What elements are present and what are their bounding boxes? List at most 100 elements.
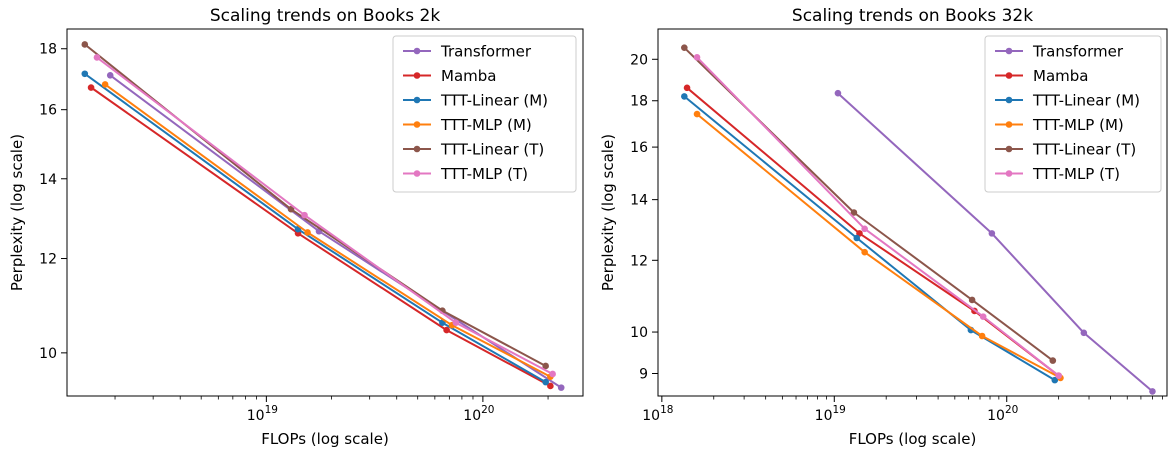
y-tick-label: 10 xyxy=(39,346,57,362)
x-axis-label: FLOPs (log scale) xyxy=(849,430,977,448)
legend-swatch-marker xyxy=(413,121,421,128)
legend-swatch-marker xyxy=(1005,72,1013,79)
data-point xyxy=(542,362,549,370)
legend-swatch-marker xyxy=(1005,47,1013,55)
y-axis-label: Perplexity (log scale) xyxy=(8,134,26,291)
x-tick-base: 10 xyxy=(815,408,833,424)
chart-panel-1: Scaling trends on Books 2k FLOPs (log sca… xyxy=(8,6,584,448)
legend: Transformer Mamba TTT-Linear (M) TTT-MLP (M… xyxy=(984,35,1162,193)
data-point xyxy=(287,205,295,213)
data-point xyxy=(304,229,311,236)
data-point xyxy=(968,296,976,304)
plot-frame xyxy=(657,28,1168,397)
series-line-3 xyxy=(84,72,547,383)
y-tick-label: 14 xyxy=(630,193,648,209)
data-point xyxy=(87,84,95,91)
data-point xyxy=(542,378,549,386)
series-line-6 xyxy=(696,56,1060,377)
legend-entry: TTT-MLP (T) xyxy=(440,165,528,183)
legend-entry: TTT-MLP (M) xyxy=(440,116,532,134)
legend-swatch-marker xyxy=(1005,170,1013,177)
x-tick-exponent: 18 xyxy=(660,404,673,416)
y-tick-label: 14 xyxy=(39,172,57,188)
data-point xyxy=(693,54,701,61)
data-point xyxy=(93,54,101,61)
data-point xyxy=(101,81,109,88)
x-tick-exponent: 20 xyxy=(481,404,494,416)
data-point xyxy=(979,313,987,320)
series-line-3 xyxy=(683,95,1056,381)
data-point xyxy=(861,248,868,256)
data-point xyxy=(1049,357,1057,364)
data-point xyxy=(1055,372,1062,379)
series-line-4 xyxy=(696,113,1061,379)
legend-swatch-marker xyxy=(413,72,421,79)
data-point xyxy=(988,230,996,237)
legend-swatch-marker xyxy=(413,145,421,153)
legend-entry: TTT-MLP (M) xyxy=(1032,116,1124,134)
data-point xyxy=(693,110,701,118)
legend-entry: Mamba xyxy=(441,67,496,85)
x-tick-base: 10 xyxy=(247,408,265,424)
data-point xyxy=(853,234,861,242)
legend-entry: TTT-Linear (M) xyxy=(440,92,548,110)
legend: Transformer Mamba TTT-Linear (M) TTT-MLP (M… xyxy=(392,35,577,193)
data-point xyxy=(452,319,460,327)
x-tick-label: 1019 xyxy=(247,404,278,424)
y-tick-label: 16 xyxy=(630,140,648,156)
x-tick-base: 10 xyxy=(642,408,660,424)
chart-panel-2: Scaling trends on Books 32k FLOPs (log sc… xyxy=(599,6,1168,448)
data-point xyxy=(834,89,842,97)
x-tick-label: 1018 xyxy=(642,404,673,424)
data-point xyxy=(861,225,868,233)
data-point xyxy=(106,71,114,79)
x-tick-label: 1020 xyxy=(987,404,1018,424)
legend-swatch-marker xyxy=(413,96,421,104)
x-tick-base: 10 xyxy=(463,408,481,424)
y-tick-label: 16 xyxy=(39,103,57,119)
legend-entry: Transformer xyxy=(1032,43,1124,61)
x-tick-label: 1019 xyxy=(815,404,846,424)
legend-box xyxy=(984,35,1162,193)
legend-box xyxy=(392,35,577,193)
data-point xyxy=(549,370,556,378)
y-tick-label: 18 xyxy=(39,42,57,58)
y-tick-label: 10 xyxy=(630,325,648,341)
series-line-4 xyxy=(104,83,551,378)
y-tick-label: 18 xyxy=(630,94,648,110)
y-tick-label: 20 xyxy=(630,52,648,68)
data-point xyxy=(681,44,688,51)
x-tick-exponent: 19 xyxy=(265,404,278,416)
data-point xyxy=(443,326,450,334)
plot-frame xyxy=(66,28,584,397)
legend-entry: TTT-Linear (T) xyxy=(440,141,544,159)
x-tick-label: 1020 xyxy=(463,404,494,424)
y-tick-label: 12 xyxy=(630,253,648,269)
x-tick-exponent: 20 xyxy=(1005,404,1018,416)
legend-entry: TTT-MLP (T) xyxy=(1032,165,1120,183)
series-line-2 xyxy=(90,86,551,387)
legend-swatch-marker xyxy=(1005,121,1013,128)
legend-swatch-marker xyxy=(1005,96,1013,104)
chart-title: Scaling trends on Books 2k xyxy=(210,6,441,26)
legend-entry: Transformer xyxy=(440,43,532,61)
x-axis-label: FLOPs (log scale) xyxy=(261,430,389,448)
x-tick-exponent: 19 xyxy=(833,404,846,416)
y-tick-label: 12 xyxy=(39,252,57,268)
y-axis-label: Perplexity (log scale) xyxy=(599,134,617,291)
legend-entry: TTT-Linear (T) xyxy=(1032,141,1136,159)
x-tick-base: 10 xyxy=(987,408,1005,424)
legend-swatch-marker xyxy=(413,170,421,177)
legend-swatch-marker xyxy=(1005,145,1013,153)
data-point xyxy=(681,93,688,100)
data-point xyxy=(301,211,308,219)
data-point xyxy=(557,384,565,391)
legend-swatch-marker xyxy=(413,47,421,55)
legend-entry: Mamba xyxy=(1033,67,1088,85)
data-point xyxy=(978,332,986,340)
data-point xyxy=(81,41,89,48)
data-point xyxy=(81,70,89,78)
legend-entry: TTT-Linear (M) xyxy=(1032,92,1140,110)
series-line-1 xyxy=(837,92,1154,393)
